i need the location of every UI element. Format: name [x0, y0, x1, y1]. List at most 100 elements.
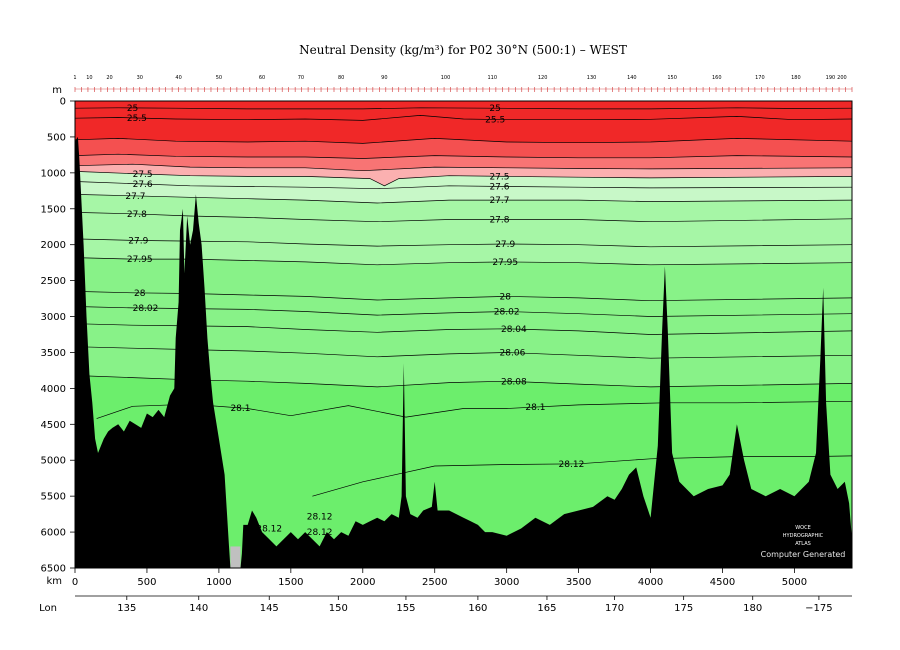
depth-tick-label: 6000	[41, 528, 66, 539]
contour-label: 27.7	[125, 192, 145, 202]
depth-tick-label: 6500	[41, 564, 66, 575]
isopycnal-28-08	[75, 375, 852, 388]
station-label: 100	[441, 75, 451, 81]
isopycnal-28-12	[312, 455, 852, 497]
distance-tick-label: 2500	[422, 577, 447, 588]
station-label: 60	[259, 75, 265, 81]
depth-tick-label: 2500	[41, 276, 66, 287]
depth-tick-label: 0	[60, 97, 66, 108]
station-label: 160	[712, 75, 722, 81]
longitude-tick-label: 145	[260, 603, 279, 614]
longitude-tick-label: 180	[743, 603, 762, 614]
contour-label: 25	[127, 104, 138, 114]
station-label: 150	[667, 75, 677, 81]
station-label: 40	[175, 75, 181, 81]
station-ticks: 1 10 20 30 40 50 60 70 80 90 100 110 120 130 140 150 160…	[73, 75, 853, 92]
isopycnal-27-9	[75, 238, 852, 248]
longitude-tick-label: 140	[189, 603, 208, 614]
distance-tick-label: 5000	[782, 577, 807, 588]
station-label: 170	[755, 75, 765, 81]
station-label: 190	[826, 75, 836, 81]
isopycnal-27-8	[75, 212, 852, 223]
chart-title: Neutral Density (kg/m³) for P02 30°N (50…	[299, 43, 627, 57]
distance-axis: 0 500 1000 1500 2000 2500 3000 3500 4000 4500 5000	[72, 568, 807, 588]
contour-label: 27.95	[127, 255, 153, 265]
contour-label: 28.02	[494, 308, 520, 318]
longitude-axis-label: Lon	[39, 603, 57, 614]
station-label: 200	[837, 75, 847, 81]
isopycnal-27-95	[75, 257, 852, 266]
contour-label: 25.5	[127, 114, 147, 124]
no-data-gap	[230, 546, 241, 568]
distance-tick-label: 0	[72, 577, 78, 588]
longitude-tick-label: 160	[468, 603, 487, 614]
contour-label: 28.1	[230, 404, 250, 414]
isopycnal-25	[75, 107, 852, 110]
distance-axis-label: km	[46, 576, 62, 587]
longitude-tick-label: 155	[396, 603, 415, 614]
station-label: 10	[86, 75, 92, 81]
density-contours	[75, 107, 852, 497]
distance-tick-label: 3000	[494, 577, 519, 588]
seafloor-bathymetry	[75, 136, 852, 568]
contour-label: 28	[500, 292, 512, 302]
isopycnal-28	[75, 291, 852, 302]
longitude-tick-label: 150	[329, 603, 348, 614]
distance-tick-label: 3500	[566, 577, 591, 588]
longitude-tick-label: 175	[674, 603, 693, 614]
contour-label: 28	[134, 289, 146, 299]
isopycnal-26-9	[75, 153, 852, 159]
contour-label: 25	[489, 104, 500, 114]
depth-tick-label: 5500	[41, 492, 66, 503]
distance-tick-label: 4000	[638, 577, 663, 588]
contour-label: 27.6	[133, 180, 153, 190]
isopycnal-28-06	[75, 346, 852, 359]
contour-label: 27.5	[489, 172, 509, 182]
station-label: 110	[488, 75, 498, 81]
contour-label: 27.8	[127, 210, 147, 220]
longitude-tick-label: 135	[117, 603, 136, 614]
longitude-axis: 135 140 145 150 155 160 165 170 175 180 −175	[75, 595, 852, 614]
station-label: 140	[627, 75, 637, 81]
watermark-line-3: ATLAS	[795, 541, 811, 547]
distance-tick-label: 2000	[350, 577, 375, 588]
contour-label: 28.1	[525, 403, 545, 413]
depth-tick-label: 1000	[41, 168, 66, 179]
atlas-watermark: WOCE HYDROGRAPHIC ATLAS	[783, 525, 824, 547]
longitude-tick-label: 170	[605, 603, 624, 614]
depth-tick-label: 500	[47, 132, 66, 143]
depth-tick-label: 5000	[41, 456, 66, 467]
distance-tick-label: 1000	[206, 577, 231, 588]
contour-label: 27.9	[495, 240, 515, 250]
contour-label: 28.12	[307, 528, 333, 538]
computer-generated-credit: Computer Generated	[761, 550, 846, 559]
isopycnal-28-02	[75, 306, 852, 317]
seafloor-fill	[75, 136, 852, 568]
depth-axis-label: m	[52, 85, 62, 96]
isopycnal-27-7	[75, 194, 852, 204]
contour-label: 28.12	[256, 524, 282, 534]
station-label: 180	[791, 75, 801, 81]
depth-tick-label: 4000	[41, 384, 66, 395]
isopycnal-27-2	[75, 163, 852, 172]
contour-label: 28.02	[133, 304, 159, 314]
contour-label: 27.8	[489, 216, 509, 226]
depth-tick-label: 3000	[41, 312, 66, 323]
station-label: 50	[216, 75, 222, 81]
contour-label: 28.12	[307, 512, 333, 522]
station-label: 80	[338, 75, 344, 81]
isopycnal-27-6	[75, 181, 852, 190]
depth-tick-label: 3500	[41, 348, 66, 359]
isopycnal-26-5	[75, 138, 852, 144]
contour-label: 28.06	[500, 349, 526, 359]
distance-tick-label: 1500	[278, 577, 303, 588]
depth-tick-label: 1500	[41, 204, 66, 215]
station-label: 20	[106, 75, 112, 81]
contour-label: 28.12	[559, 460, 585, 470]
watermark-line-2: HYDROGRAPHIC	[783, 533, 824, 539]
station-label: 1	[73, 75, 76, 81]
isopycnal-25-5	[75, 115, 852, 121]
longitude-tick-label: −175	[805, 603, 832, 614]
